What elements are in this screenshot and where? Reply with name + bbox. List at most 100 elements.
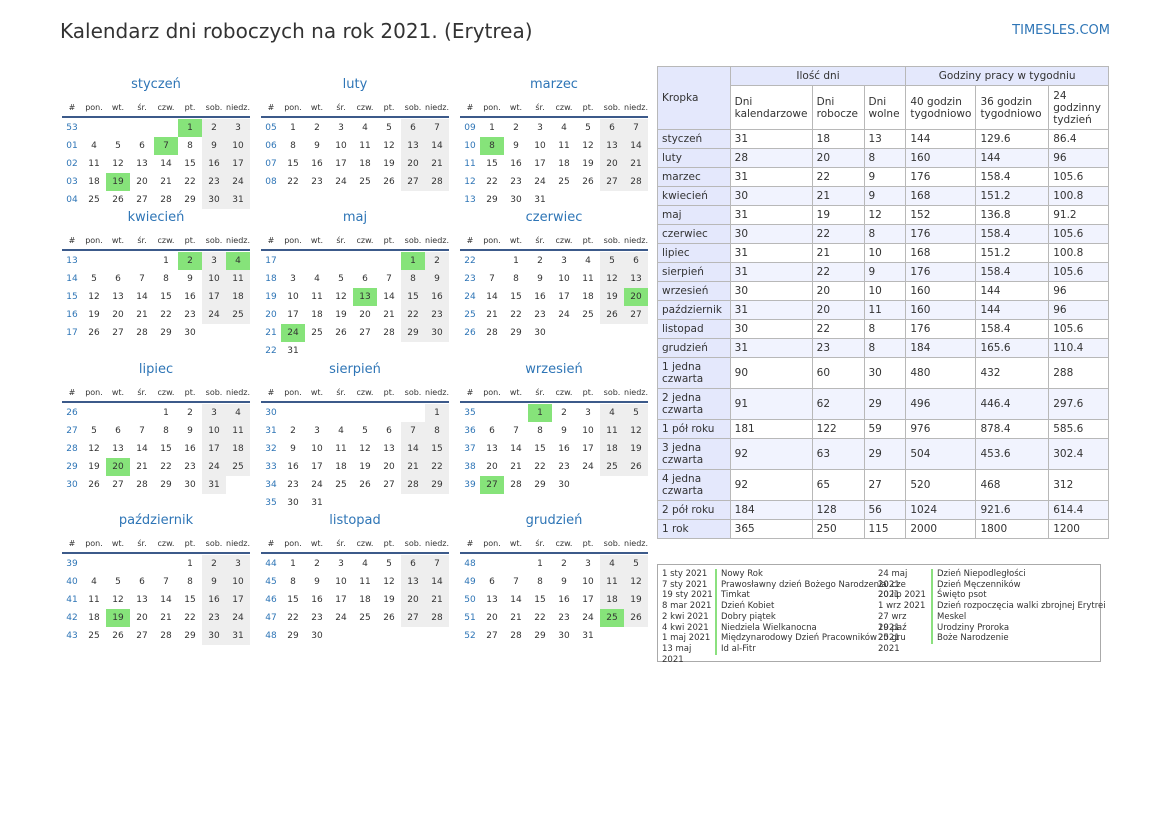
day-cell (377, 342, 401, 360)
day-cell: 15 (160, 444, 172, 454)
table-cell: 165.6 (975, 338, 1050, 358)
day-cell: 9 (561, 577, 567, 587)
day-cell: 26 (335, 328, 347, 338)
day-cell: 27 (486, 631, 498, 641)
day-cell (130, 555, 154, 573)
day-cell: 25 (600, 609, 624, 627)
table-cell: 2 jedna czwarta (657, 388, 731, 420)
table-cell: 312 (1048, 469, 1109, 501)
day-cell: 17 (287, 310, 299, 320)
weekday-header: śr. (528, 233, 552, 251)
day-cell: 3 (561, 256, 567, 266)
day-cell (353, 252, 377, 270)
day-cell: 13 (112, 292, 124, 302)
day-cell (106, 252, 130, 270)
weekday-header: czw. (154, 100, 178, 118)
day-cell: 12 (383, 577, 395, 587)
table-cell: 144 (975, 300, 1050, 320)
day-cell: 15 (534, 595, 546, 605)
day-cell: 9 (187, 274, 193, 284)
weekday-header: pt. (576, 100, 600, 118)
day-cell: 30 (510, 195, 522, 205)
day-cell: 26 (112, 631, 124, 641)
day-cell: 14 (624, 137, 648, 155)
day-cell: 3 (338, 559, 344, 569)
table-row: czerwiec 30 22 8 176 158.4 105.6 (657, 224, 1109, 244)
day-cell (106, 119, 130, 137)
table-cell: 184 (729, 500, 813, 520)
week-number: 17 (265, 256, 277, 266)
day-cell: 6 (489, 577, 495, 587)
day-cell: 20 (624, 288, 648, 306)
table-cell: 432 (975, 357, 1050, 389)
weekday-header: pt. (377, 233, 401, 251)
day-cell: 15 (184, 595, 196, 605)
table-cell: 63 (811, 438, 865, 470)
day-cell: 29 (425, 476, 449, 494)
day-cell (624, 476, 648, 494)
day-cell: 4 (600, 555, 624, 573)
table-row: luty 28 20 8 160 144 96 (657, 148, 1109, 168)
day-cell: 5 (91, 426, 97, 436)
week-number: 39 (66, 559, 78, 569)
day-cell: 2 (513, 123, 519, 133)
day-cell: 13 (401, 137, 425, 155)
day-cell: 7 (513, 426, 519, 436)
holiday-name: Dzień Niepodległości (931, 569, 1026, 580)
table-cell: 91.2 (1048, 205, 1109, 225)
table-cell: 19 (811, 205, 865, 225)
day-cell (226, 324, 250, 342)
day-cell: 28 (624, 173, 648, 191)
table-cell: 30 (863, 357, 907, 389)
weekday-header: pt. (178, 385, 202, 403)
day-cell (329, 342, 353, 360)
day-cell: 3 (338, 123, 344, 133)
day-cell (600, 324, 624, 342)
weekday-header: niedz. (425, 536, 449, 554)
day-cell: 16 (425, 288, 449, 306)
day-cell: 1 (163, 408, 169, 418)
day-cell: 27 (136, 631, 148, 641)
week-number: 22 (265, 346, 277, 356)
day-cell: 24 (335, 177, 347, 187)
table-cell: 31 (729, 338, 813, 358)
day-cell: 28 (486, 328, 498, 338)
table-cell: marzec (657, 167, 731, 187)
table-cell: 2000 (905, 519, 977, 539)
day-cell (401, 627, 425, 645)
day-cell: 22 (160, 310, 172, 320)
week-number: 27 (66, 426, 78, 436)
table-cell: 288 (1048, 357, 1109, 389)
week-number: 50 (464, 595, 476, 605)
day-cell: 26 (88, 480, 100, 490)
day-cell: 29 (534, 480, 546, 490)
weekday-header: czw. (154, 385, 178, 403)
week-number: 35 (464, 408, 476, 418)
day-cell: 20 (401, 155, 425, 173)
day-cell: 1 (178, 119, 202, 137)
weekday-header: wt. (504, 536, 528, 554)
table-cell: 176 (905, 262, 977, 282)
day-cell (281, 404, 305, 422)
table-cell: 8 (863, 319, 907, 339)
weekday-header: pon. (281, 385, 305, 403)
day-cell: 16 (534, 292, 546, 302)
day-cell: 12 (582, 141, 594, 151)
month-title: październik (118, 513, 194, 528)
table-cell: 614.4 (1048, 500, 1109, 520)
day-cell: 5 (386, 123, 392, 133)
weekday-header: pt. (178, 233, 202, 251)
day-cell: 21 (510, 613, 522, 623)
day-cell: 13 (486, 595, 498, 605)
day-cell: 7 (386, 274, 392, 284)
table-cell: 28 (729, 148, 813, 168)
weekday-header: pt. (178, 536, 202, 554)
table-cell: 1 rok (657, 519, 731, 539)
week-number: 22 (464, 256, 476, 266)
table-cell: 105.6 (1048, 224, 1109, 244)
day-cell: 20 (486, 613, 498, 623)
site-link[interactable]: TIMESLES.COM (1012, 23, 1110, 38)
day-cell: 16 (184, 292, 196, 302)
day-cell: 19 (383, 159, 395, 169)
